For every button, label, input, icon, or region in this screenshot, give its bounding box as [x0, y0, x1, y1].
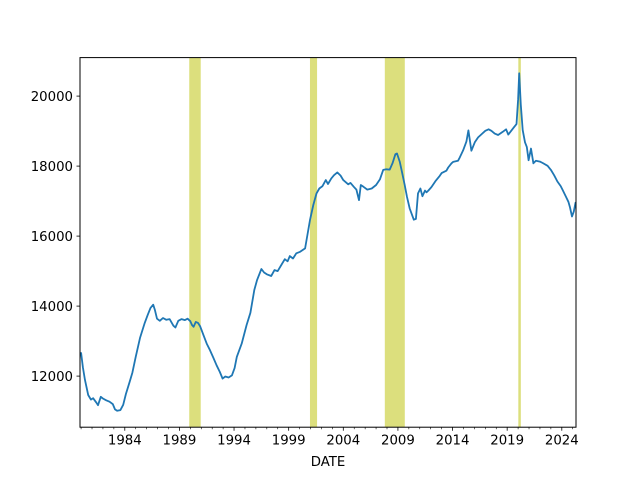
recession-band — [518, 57, 521, 428]
x-tick-label: 1989 — [162, 434, 196, 449]
plot-background — [80, 57, 576, 428]
y-axis: 12000 14000 16000 18000 20000 — [31, 90, 80, 385]
x-axis: 1984 1989 1994 1999 2004 2009 2014 2019 2024 — [80, 427, 579, 449]
recession-band — [384, 57, 405, 428]
x-tick-label: 1999 — [272, 434, 306, 449]
recession-bands — [189, 57, 521, 428]
x-tick-label: 2014 — [436, 434, 470, 449]
x-tick-label: 2004 — [326, 434, 360, 449]
y-tick-label: 16000 — [31, 230, 73, 245]
y-tick-label: 14000 — [31, 300, 73, 315]
x-tick-label: 1994 — [217, 434, 251, 449]
y-tick-label: 12000 — [31, 370, 73, 385]
x-tick-label: 2019 — [490, 434, 524, 449]
x-tick-label: 2009 — [381, 434, 415, 449]
x-axis-label: DATE — [311, 455, 346, 470]
x-tick-label: 2024 — [545, 434, 579, 449]
recession-band — [309, 57, 318, 428]
y-tick-label: 18000 — [31, 160, 73, 175]
data-series-line — [80, 72, 577, 412]
x-tick-label: 1984 — [108, 434, 142, 449]
recession-band — [189, 57, 201, 428]
y-tick-label: 20000 — [31, 90, 73, 105]
plot-border — [79, 57, 577, 428]
